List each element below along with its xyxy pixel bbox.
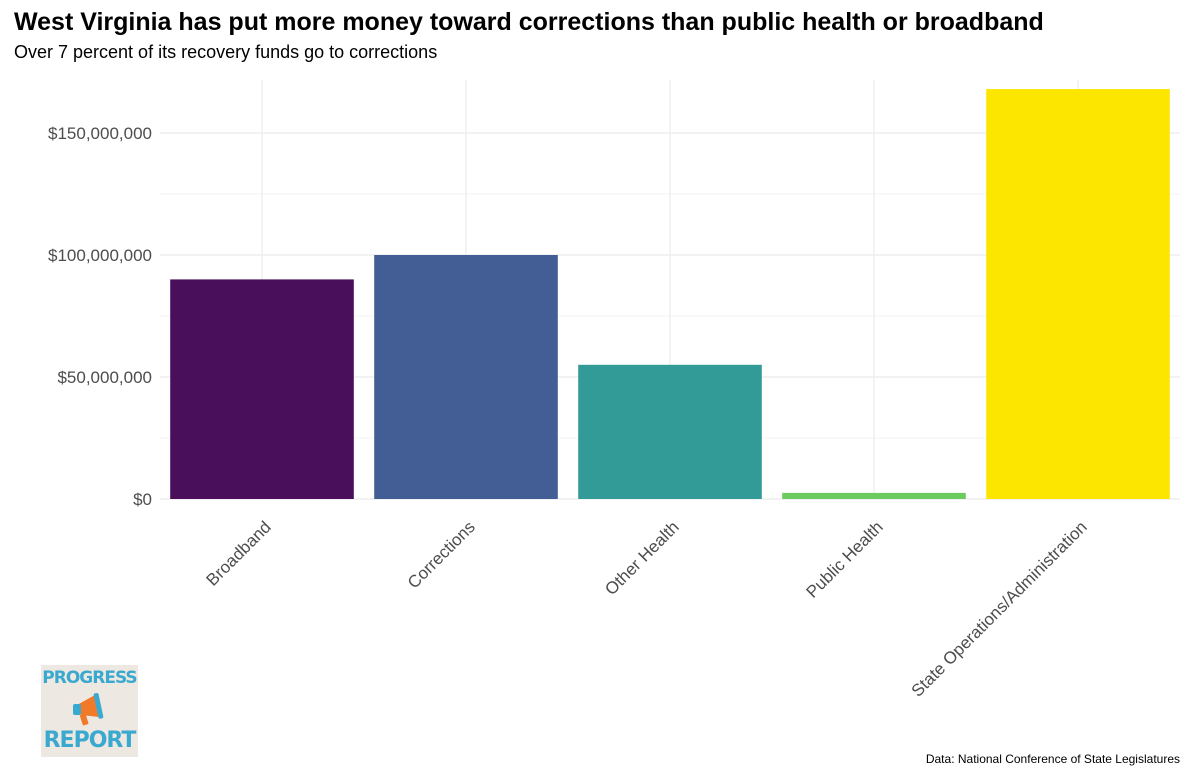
- bar-other-health: [578, 364, 762, 499]
- source-caption: Data: National Conference of State Legis…: [925, 752, 1180, 766]
- x-axis-tick-labels: Broadband Corrections Other Health Public H…: [203, 517, 1091, 700]
- bar-public-health: [782, 492, 966, 499]
- x-tick-label: Corrections: [404, 517, 479, 592]
- bars: [170, 89, 1170, 499]
- y-tick-label: $100,000,000: [48, 246, 152, 265]
- x-tick-label: Other Health: [601, 517, 683, 599]
- x-tick-label: Broadband: [203, 517, 275, 589]
- y-tick-label: $50,000,000: [57, 368, 152, 387]
- y-axis-tick-labels: $0 $50,000,000 $100,000,000 $150,000,000: [48, 124, 152, 509]
- bar-broadband: [170, 279, 354, 499]
- chart-subtitle: Over 7 percent of its recovery funds go …: [14, 42, 438, 62]
- logo-top-text: PROGRESS: [42, 668, 137, 688]
- x-tick-label: State Operations/Administration: [908, 517, 1091, 700]
- progress-report-logo: PROGRESS REPORT: [41, 665, 138, 757]
- bar-corrections: [374, 255, 558, 499]
- chart-title: West Virginia has put more money toward …: [14, 8, 1044, 36]
- megaphone-icon: [73, 693, 104, 726]
- x-tick-label: Public Health: [803, 517, 887, 601]
- bar-state-operations-administration: [986, 89, 1170, 499]
- logo-bottom-text: REPORT: [43, 728, 137, 753]
- y-tick-label: $150,000,000: [48, 124, 152, 143]
- y-tick-label: $0: [133, 490, 152, 509]
